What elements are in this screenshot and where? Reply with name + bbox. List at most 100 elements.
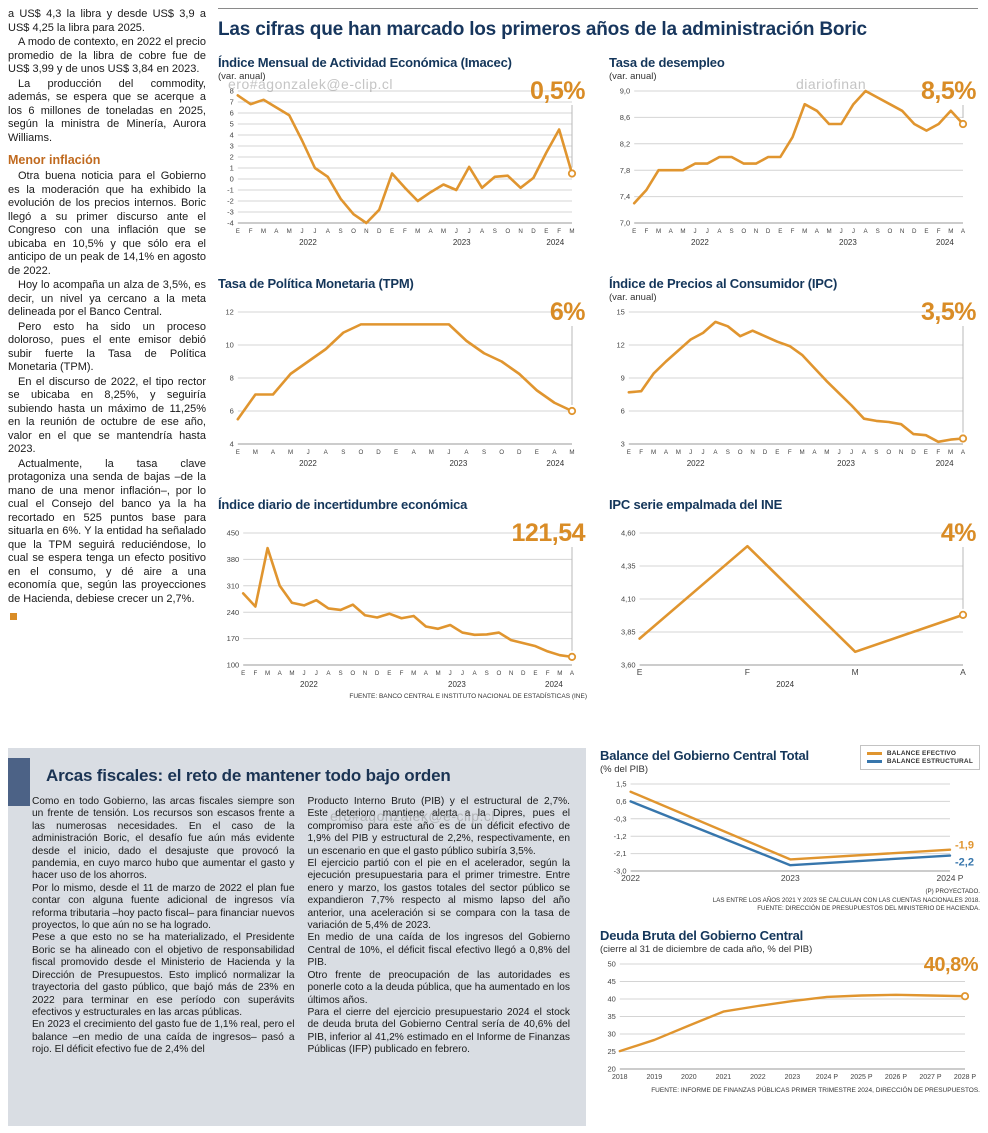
legend-label: BALANCE ESTRUCTURAL xyxy=(886,758,973,765)
paragraph: Para el cierre del ejercicio presupuesta… xyxy=(307,1006,571,1056)
svg-text:-1: -1 xyxy=(227,186,234,195)
svg-text:2021: 2021 xyxy=(716,1074,732,1081)
svg-text:M: M xyxy=(411,670,416,677)
svg-text:-3: -3 xyxy=(227,208,234,217)
ipc-ine-plot: 4,60 4,35 4,10 3,85 3,60 E F M A 2024 4% xyxy=(609,519,978,690)
svg-text:F: F xyxy=(403,228,407,235)
paragraph: Actualmente, la tasa clave protagoniza u… xyxy=(8,457,206,605)
legend-item-efectivo: BALANCE EFECTIVO xyxy=(866,750,973,757)
big-value: 8,5% xyxy=(921,77,976,105)
fiscal-columns: Como en todo Gobierno, las arcas fiscale… xyxy=(8,796,570,1057)
chart-title: Balance del Gobierno Central Total xyxy=(600,748,809,763)
svg-text:7,4: 7,4 xyxy=(620,192,630,201)
svg-text:2025 P: 2025 P xyxy=(850,1074,873,1081)
svg-text:J: J xyxy=(449,670,452,677)
svg-text:D: D xyxy=(521,670,526,677)
svg-text:J: J xyxy=(455,228,458,235)
chart-title: Tasa de Política Monetaria (TPM) xyxy=(218,276,414,291)
svg-text:170: 170 xyxy=(227,634,240,643)
svg-text:2022: 2022 xyxy=(299,238,317,247)
svg-text:240: 240 xyxy=(227,608,240,617)
footnote: FUENTE: DIRECCIÓN DE PRESUPUESTOS DEL MI… xyxy=(757,905,980,913)
svg-text:2023: 2023 xyxy=(781,873,800,883)
svg-text:2022: 2022 xyxy=(300,680,318,689)
svg-text:S: S xyxy=(341,449,345,456)
svg-text:M: M xyxy=(429,449,434,456)
accent-bar xyxy=(8,758,30,806)
svg-text:-4: -4 xyxy=(227,219,234,228)
svg-text:9,0: 9,0 xyxy=(620,87,630,96)
left-article-column: a US$ 4,3 la libra y desde US$ 3,9 a US$… xyxy=(8,8,206,625)
legend-label: BALANCE EFECTIVO xyxy=(886,750,957,757)
footnote: LAS ENTRE LOS AÑOS 2021 Y 2023 SE CALCUL… xyxy=(712,896,980,904)
svg-text:J: J xyxy=(447,449,450,456)
big-value: 40,8% xyxy=(923,953,979,976)
chart-subtitle xyxy=(609,513,978,525)
svg-text:3,85: 3,85 xyxy=(621,628,636,637)
source-note: FUENTE: INFORME DE FINANZAS PÚBLICAS PRI… xyxy=(651,1086,980,1094)
svg-text:7,0: 7,0 xyxy=(620,219,630,228)
svg-text:2024 P: 2024 P xyxy=(816,1074,839,1081)
svg-text:2022: 2022 xyxy=(750,1074,766,1081)
svg-text:15: 15 xyxy=(616,308,624,317)
svg-text:M: M xyxy=(656,228,661,235)
svg-text:6: 6 xyxy=(621,407,625,416)
svg-text:A: A xyxy=(424,670,429,677)
paragraph: La producción del commodity, además, se … xyxy=(8,77,206,144)
chart-title: Índice de Precios al Consumidor (IPC) xyxy=(609,276,838,291)
svg-text:E: E xyxy=(236,228,240,235)
svg-text:450: 450 xyxy=(227,529,240,538)
svg-text:S: S xyxy=(339,670,343,677)
imacec-plot: 8 7 6 5 4 3 2 1 0 -1 -2 -3 -4 E F M A M J J A S O N D E F M A M J J A S O N… xyxy=(218,77,587,248)
svg-text:J: J xyxy=(706,228,709,235)
svg-text:-2,2: -2,2 xyxy=(955,857,974,869)
svg-text:O: O xyxy=(350,670,355,677)
svg-text:25: 25 xyxy=(607,1047,615,1056)
chart-imacec: Índice Mensual de Actividad Económica (I… xyxy=(218,55,587,248)
svg-text:O: O xyxy=(886,449,891,456)
svg-text:S: S xyxy=(876,228,880,235)
source-note: FUENTE: BANCO CENTRAL E INSTITUTO NACION… xyxy=(349,693,587,700)
svg-text:2024: 2024 xyxy=(546,238,564,247)
paragraph: En medio de una caída de los ingresos de… xyxy=(307,932,571,969)
svg-text:A: A xyxy=(960,667,966,677)
paragraph: A modo de contexto, en 2022 el precio pr… xyxy=(8,36,206,75)
big-value: 4% xyxy=(940,519,977,547)
svg-text:D: D xyxy=(377,228,382,235)
svg-text:D: D xyxy=(375,670,380,677)
svg-text:100: 100 xyxy=(227,661,240,670)
svg-text:J: J xyxy=(313,228,316,235)
svg-text:J: J xyxy=(852,228,855,235)
svg-text:J: J xyxy=(461,670,464,677)
svg-text:M: M xyxy=(288,449,293,456)
svg-text:E: E xyxy=(236,449,240,456)
section-heading: Menor inflación xyxy=(8,153,101,167)
svg-text:2023: 2023 xyxy=(448,680,466,689)
svg-text:M: M xyxy=(826,228,831,235)
svg-text:D: D xyxy=(376,449,381,456)
svg-text:A: A xyxy=(669,228,674,235)
svg-text:S: S xyxy=(726,449,730,456)
bottom-section: Arcas fiscales: el reto de mantener todo… xyxy=(8,745,980,1126)
svg-text:9: 9 xyxy=(621,374,625,383)
paragraph: Otro frente de preocupación de las autor… xyxy=(307,969,571,1006)
chart-deuda: Deuda Bruta del Gobierno Central (cierre… xyxy=(600,928,980,1094)
chart-subtitle xyxy=(218,292,587,304)
svg-text:F: F xyxy=(400,670,404,677)
svg-text:J: J xyxy=(694,228,697,235)
charts-section: Las cifras que han marcado los primeros … xyxy=(218,8,978,700)
balance-efectivo-swatch xyxy=(866,751,882,756)
tpm-plot: 12 10 8 6 4 E M A M J A S O D E A M J A S O D E A M 2022 2023 2024 … xyxy=(218,298,587,469)
svg-text:J: J xyxy=(301,228,304,235)
svg-text:-2: -2 xyxy=(227,197,234,206)
svg-text:12: 12 xyxy=(616,341,624,350)
svg-text:4: 4 xyxy=(230,440,234,449)
fiscal-article-title: Arcas fiscales: el reto de mantener todo… xyxy=(46,766,451,785)
svg-text:2: 2 xyxy=(230,153,234,162)
svg-text:2020: 2020 xyxy=(681,1074,697,1081)
svg-text:2022: 2022 xyxy=(621,873,640,883)
svg-text:A: A xyxy=(274,228,279,235)
svg-text:O: O xyxy=(888,228,893,235)
